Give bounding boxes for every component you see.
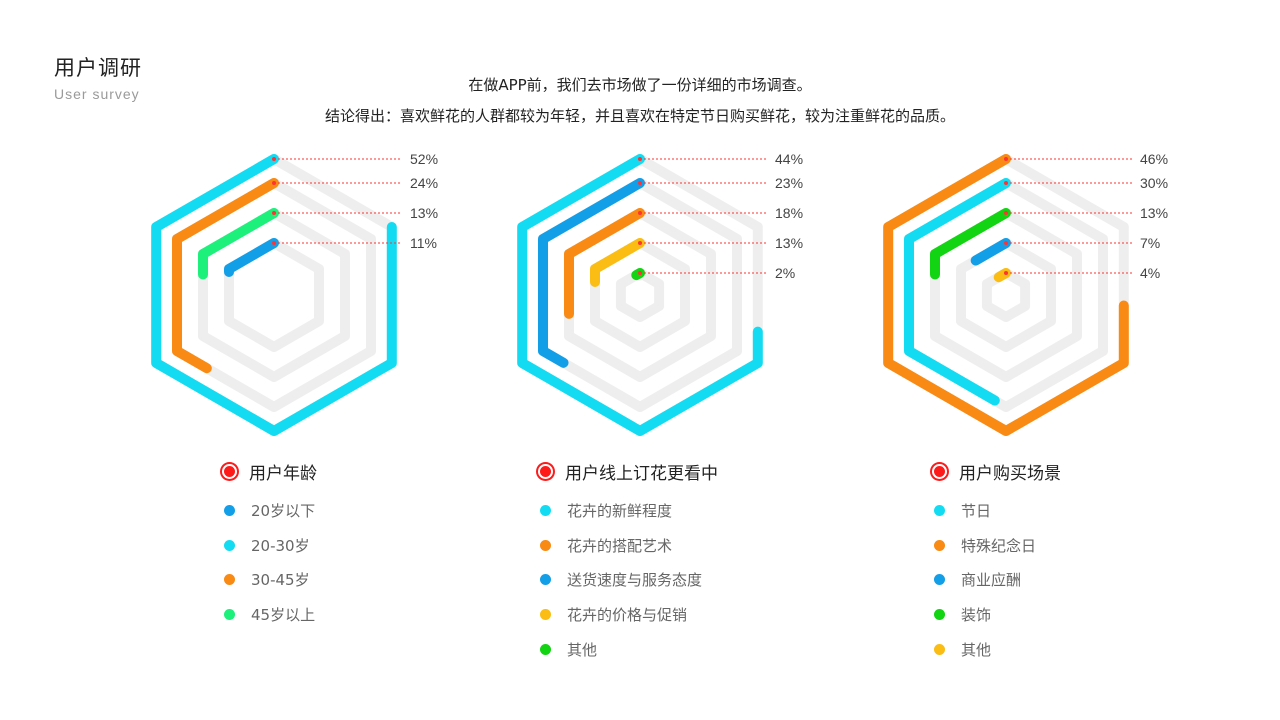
value-label: 52%: [410, 151, 438, 167]
legend-item: 送货速度与服务态度: [536, 562, 718, 597]
dot-icon: [540, 574, 551, 586]
legend-title: 用户购买场景: [930, 456, 1061, 486]
dot-icon: [540, 643, 551, 655]
legend-title: 用户年龄: [220, 456, 317, 486]
legend-item-label: 其他: [961, 640, 992, 659]
legend-item: 装饰: [930, 597, 1061, 632]
dot-icon: [224, 608, 235, 620]
value-label: 24%: [410, 175, 438, 191]
dot-icon: [934, 504, 945, 516]
track-ring: [151, 154, 397, 436]
legend-item-label: 花卉的搭配艺术: [567, 536, 673, 555]
value-label: 13%: [410, 205, 438, 221]
legend-item: 20岁以下: [220, 493, 317, 528]
target-dot-icon: [540, 465, 551, 477]
legend-item-label: 45岁以上: [251, 605, 316, 624]
anchor-dot: [272, 157, 276, 161]
dot-icon: [934, 608, 945, 620]
legend-item-label: 花卉的新鲜程度: [567, 501, 673, 520]
legend-item-label: 20岁以下: [251, 501, 316, 520]
value-arc: [224, 238, 279, 277]
dot-icon: [540, 504, 551, 516]
conclusion-text: 结论得出：喜欢鲜花的人群都较为年轻，并且喜欢在特定节日购买鲜花，较为注重鲜花的品…: [324, 107, 955, 125]
legend-item: 特殊纪念日: [930, 528, 1061, 563]
dot-icon: [540, 608, 551, 620]
age-legend: 用户年龄 20岁以下 20-30岁 30-45岁 45岁以上: [220, 456, 317, 632]
legend-title-text: 用户购买场景: [959, 463, 1061, 484]
legend-item-label: 节日: [961, 501, 992, 520]
legend-item: 其他: [930, 632, 1061, 667]
legend-item: 节日: [930, 493, 1061, 528]
legend-item: 花卉的价格与促销: [536, 597, 718, 632]
age-chart: 52% 24% 13% 11%: [151, 151, 438, 436]
dot-icon: [224, 504, 235, 516]
target-dot-icon: [934, 465, 945, 477]
legend-item-label: 装饰: [961, 605, 992, 624]
preference-legend: 用户线上订花更看中 花卉的新鲜程度 花卉的搭配艺术 送货速度与服务态度 花卉的价…: [536, 456, 718, 666]
intro-text: 在做APP前，我们去市场做了一份详细的市场调查。: [468, 76, 812, 94]
value-arc: [172, 178, 279, 374]
legend-item-label: 特殊纪念日: [961, 536, 1037, 555]
page-subtitle: User survey: [54, 86, 140, 102]
dot-icon: [934, 539, 945, 551]
legend-title: 用户线上订花更看中: [536, 456, 718, 486]
legend-item-label: 花卉的价格与促销: [567, 605, 688, 624]
page-title: 用户调研: [54, 56, 142, 80]
anchor-dot: [272, 241, 276, 245]
legend-item: 商业应酬: [930, 562, 1061, 597]
dot-icon: [224, 539, 235, 551]
target-dot-icon: [224, 465, 235, 477]
legend-item: 花卉的搭配艺术: [536, 528, 718, 563]
scenario-legend: 用户购买场景 节日 特殊纪念日 商业应酬 装饰 其他: [930, 456, 1061, 666]
value-arc: [151, 154, 397, 436]
legend-item: 30-45岁: [220, 562, 317, 597]
value-arc: [198, 208, 279, 280]
value-label: 11%: [410, 235, 437, 251]
dot-icon: [934, 643, 945, 655]
legend-title-text: 用户年龄: [249, 463, 317, 484]
legend-item: 其他: [536, 632, 718, 667]
dot-icon: [934, 574, 945, 586]
legend-item-label: 其他: [567, 640, 598, 659]
dot-icon: [224, 574, 235, 586]
legend-item-label: 20-30岁: [251, 536, 310, 555]
legend-item-label: 商业应酬: [961, 571, 1022, 590]
legend-title-text: 用户线上订花更看中: [565, 463, 718, 484]
legend-item-label: 送货速度与服务态度: [567, 571, 703, 590]
anchor-dot: [272, 211, 276, 215]
anchor-dot: [272, 181, 276, 185]
legend-item: 20-30岁: [220, 528, 317, 563]
legend-item-label: 30-45岁: [251, 571, 310, 590]
dot-icon: [540, 539, 551, 551]
legend-item: 45岁以上: [220, 597, 317, 632]
legend-item: 花卉的新鲜程度: [536, 493, 718, 528]
